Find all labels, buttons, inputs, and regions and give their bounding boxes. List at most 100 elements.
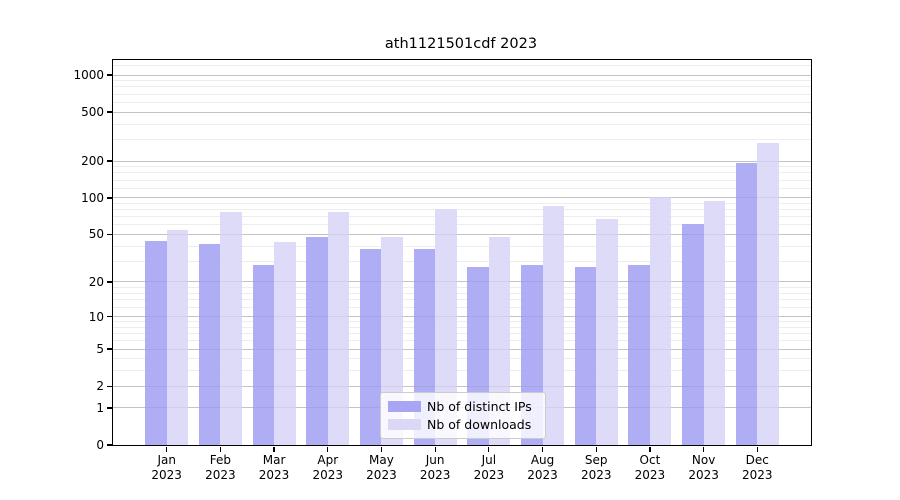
gridline-major — [113, 197, 811, 199]
gridline-overlay — [113, 197, 811, 199]
y-tick-mark — [106, 348, 112, 350]
gridline-overlay — [113, 74, 811, 76]
x-tick-mark — [702, 446, 705, 452]
gridline-minor — [113, 340, 811, 342]
x-tick-label: May 2023 — [366, 453, 397, 482]
bar-distinct-ips-may — [359, 248, 382, 445]
gridline-overlay — [113, 385, 811, 387]
legend-row-downloads: Nb of downloads — [388, 417, 537, 432]
legend-row-ips: Nb of distinct IPs — [388, 399, 537, 414]
y-tick-label: 2 — [96, 379, 104, 394]
gridline-minor — [113, 326, 811, 328]
y-tick-mark — [106, 111, 112, 113]
y-tick-mark — [106, 315, 112, 318]
gridline-minor — [113, 80, 811, 82]
y-tick-mark — [106, 233, 112, 236]
x-tick-label: Jun 2023 — [419, 453, 451, 482]
y-tick-mark — [106, 444, 112, 446]
gridline-overlay — [113, 348, 811, 350]
bar-distinct-ips-dec — [735, 162, 758, 445]
gridline-minor — [113, 224, 811, 226]
x-tick-label: Jan 2023 — [151, 453, 182, 482]
legend: Nb of distinct IPs Nb of downloads — [380, 392, 546, 439]
x-tick-mark — [327, 446, 329, 452]
gridline-minor — [113, 86, 811, 88]
gridline-overlay — [113, 316, 811, 318]
x-tick-mark — [541, 446, 544, 452]
gridline-minor — [113, 260, 811, 262]
bar-distinct-ips-feb — [198, 243, 221, 445]
bar-distinct-ips-apr — [306, 236, 328, 445]
gridline-major — [113, 348, 811, 350]
plot-area: Dec 2023 Nov 2023 Oct 2023 Sep 2023 Aug 2023… — [73, 59, 812, 482]
x-tick-mark — [219, 446, 222, 452]
bar-downloads-aug — [542, 205, 565, 445]
x-tick-mark — [488, 446, 490, 452]
x-tick-label: Mar 2023 — [258, 453, 290, 482]
gridline-overlay — [113, 281, 811, 283]
gridline-minor — [113, 101, 811, 103]
gridline-minor — [113, 245, 811, 247]
legend-swatch-downloads — [388, 418, 421, 430]
bar-downloads-jun — [435, 209, 457, 445]
y-tick-label: 10 — [88, 309, 104, 324]
x-tick-label: Apr 2023 — [312, 453, 344, 482]
y-tick-label: 1000 — [73, 68, 104, 83]
bar-distinct-ips-nov — [682, 224, 704, 445]
x-tick-label: Nov 2023 — [688, 453, 719, 482]
gridline-major — [113, 316, 811, 318]
x-tick-label: Feb 2023 — [205, 453, 236, 482]
gridline-minor — [113, 333, 811, 335]
gridline-minor — [113, 321, 811, 323]
gridline-minor — [113, 370, 811, 372]
y-tick-mark — [106, 160, 112, 162]
bar-downloads-dec — [757, 143, 779, 445]
gridline-minor — [113, 172, 811, 174]
y-tick-mark — [106, 407, 112, 409]
gridline-minor — [113, 166, 811, 168]
x-tick-mark — [756, 446, 758, 452]
x-tick-label: Aug 2023 — [527, 453, 558, 482]
y-tick-label: 1 — [96, 400, 104, 415]
bar-downloads-mar — [274, 242, 296, 445]
y-tick-mark — [106, 197, 112, 199]
legend-label-distinct-ips: Nb of distinct IPs — [427, 399, 532, 415]
y-tick-label: 5 — [96, 342, 104, 357]
bar-downloads-jan — [166, 230, 189, 445]
bar-distinct-ips-sep — [574, 266, 597, 445]
gridline-major — [113, 281, 811, 283]
y-tick-mark — [106, 385, 112, 387]
gridline-minor — [113, 64, 811, 66]
x-tick-label: Jul 2023 — [473, 453, 505, 482]
bar-distinct-ips-mar — [252, 264, 275, 445]
gridline-minor — [113, 179, 811, 181]
y-tick-label: 200 — [81, 154, 104, 169]
bar-distinct-ips-jan — [145, 241, 167, 445]
gridline-minor — [113, 286, 811, 288]
gridline-major — [113, 74, 811, 76]
gridline-overlay — [113, 111, 811, 113]
gridline-minor — [113, 358, 811, 360]
gridline-major — [113, 160, 811, 162]
gridline-minor — [113, 202, 811, 204]
gridline-major — [113, 233, 811, 235]
legend-swatch-distinct-ips — [388, 401, 421, 413]
bar-downloads-apr — [327, 211, 350, 445]
gridline-minor — [113, 216, 811, 218]
bar-downloads-feb — [220, 212, 242, 445]
gridline-minor — [113, 187, 811, 189]
gridline-minor — [113, 292, 811, 294]
y-tick-mark — [106, 74, 112, 76]
x-tick-mark — [166, 446, 168, 452]
gridline-minor — [113, 123, 811, 125]
x-tick-label: Oct 2023 — [634, 453, 666, 482]
bar-distinct-ips-oct — [628, 264, 650, 445]
y-tick-mark — [106, 281, 112, 283]
x-tick-mark — [434, 446, 436, 452]
bar-downloads-sep — [596, 219, 618, 445]
y-tick-label: 50 — [88, 227, 104, 242]
gridline-minor — [113, 209, 811, 211]
x-tick-label: Dec 2023 — [742, 453, 773, 482]
x-tick-mark — [273, 446, 275, 452]
